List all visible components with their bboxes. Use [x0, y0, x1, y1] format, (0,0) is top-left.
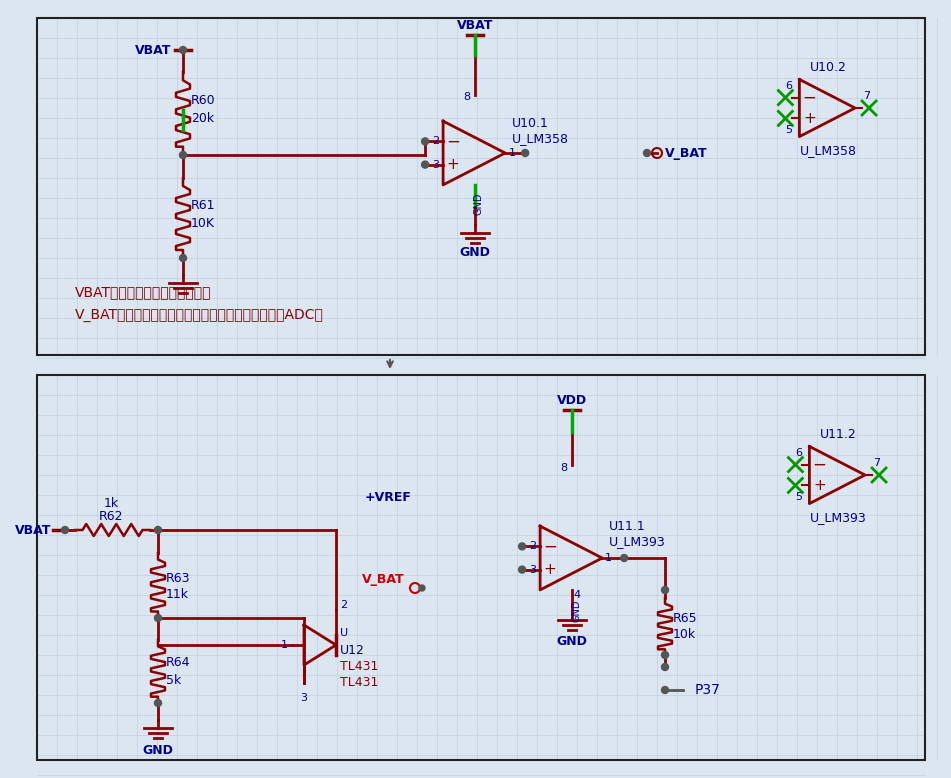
Text: 5k: 5k [166, 674, 182, 686]
Circle shape [518, 543, 526, 550]
Circle shape [180, 47, 186, 54]
Circle shape [518, 566, 526, 573]
Text: 4: 4 [573, 590, 580, 600]
Text: U_LM358: U_LM358 [800, 144, 857, 157]
Text: +VREF: +VREF [364, 490, 412, 503]
Text: +: + [803, 111, 816, 126]
Text: 7: 7 [873, 458, 881, 468]
Text: R65: R65 [673, 612, 698, 625]
Text: +: + [544, 562, 556, 577]
Circle shape [662, 587, 669, 594]
Circle shape [662, 651, 669, 658]
Circle shape [154, 527, 162, 534]
Text: 3: 3 [529, 565, 536, 575]
Text: −: − [446, 132, 460, 150]
Text: R60: R60 [191, 93, 216, 107]
Circle shape [180, 254, 186, 261]
Text: 3: 3 [432, 159, 439, 170]
Text: GND: GND [571, 600, 581, 622]
Circle shape [662, 686, 669, 693]
Text: 3: 3 [301, 693, 307, 703]
Text: GND: GND [143, 744, 173, 756]
Text: −: − [812, 456, 826, 474]
Text: R63: R63 [166, 572, 190, 584]
Circle shape [154, 615, 162, 622]
Circle shape [621, 555, 628, 562]
Text: GND: GND [556, 636, 588, 648]
Text: +: + [447, 157, 459, 172]
Circle shape [421, 138, 429, 145]
Text: V_BAT: V_BAT [362, 573, 405, 587]
Text: 10K: 10K [191, 216, 215, 230]
Text: 1: 1 [281, 640, 288, 650]
Circle shape [644, 149, 650, 156]
Text: 2: 2 [340, 600, 347, 610]
Text: GND: GND [473, 193, 483, 216]
Text: U11.2: U11.2 [820, 428, 856, 441]
Text: VBAT: VBAT [14, 524, 51, 537]
Text: P37: P37 [695, 683, 721, 697]
Text: R64: R64 [166, 657, 190, 670]
Text: U11.1: U11.1 [609, 520, 646, 532]
Text: VBAT: VBAT [135, 44, 171, 57]
Circle shape [62, 527, 68, 534]
Text: 5: 5 [785, 125, 792, 135]
Text: U_LM393: U_LM393 [809, 511, 866, 524]
Text: VDD: VDD [557, 394, 587, 406]
Text: VBAT是蓄电池输出电压网络标识: VBAT是蓄电池输出电压网络标识 [75, 285, 211, 299]
Text: 11k: 11k [166, 588, 189, 601]
Text: 10k: 10k [673, 629, 696, 642]
Text: 5: 5 [795, 492, 802, 503]
Text: 2: 2 [432, 136, 439, 146]
Circle shape [522, 149, 529, 156]
Text: 6: 6 [785, 81, 792, 90]
Text: 7: 7 [864, 91, 870, 101]
Text: U_LM393: U_LM393 [609, 535, 666, 548]
Text: U10.1: U10.1 [512, 117, 549, 129]
Text: U10.2: U10.2 [809, 61, 846, 74]
Bar [37, 18, 925, 355]
Bar [37, 375, 925, 760]
Circle shape [419, 585, 425, 591]
Text: V_BAT: V_BAT [665, 146, 708, 159]
Text: 8: 8 [463, 92, 470, 102]
Circle shape [421, 161, 429, 168]
Text: R61: R61 [191, 198, 216, 212]
Text: 1: 1 [605, 553, 612, 563]
Text: TL431: TL431 [340, 661, 378, 674]
Text: −: − [803, 89, 816, 107]
Text: U12: U12 [340, 643, 365, 657]
Circle shape [154, 699, 162, 706]
Text: V_BAT是经由分压、跟随处理后的信号，送入单片机ADC。: V_BAT是经由分压、跟随处理后的信号，送入单片机ADC。 [75, 308, 324, 322]
Text: −: − [543, 538, 557, 555]
Text: 1k: 1k [104, 496, 119, 510]
Text: TL431: TL431 [340, 677, 378, 689]
Circle shape [662, 664, 669, 671]
Text: 2: 2 [529, 541, 536, 552]
Text: GND: GND [459, 247, 491, 259]
Text: 8: 8 [560, 463, 567, 473]
Text: U_LM358: U_LM358 [512, 132, 569, 145]
Circle shape [180, 152, 186, 159]
Text: 6: 6 [795, 447, 802, 457]
Text: R62: R62 [99, 510, 124, 523]
Text: U: U [340, 628, 348, 638]
Text: VBAT: VBAT [456, 19, 494, 31]
Text: 20k: 20k [191, 111, 214, 124]
Text: 1: 1 [509, 148, 516, 158]
Text: +: + [813, 478, 825, 493]
